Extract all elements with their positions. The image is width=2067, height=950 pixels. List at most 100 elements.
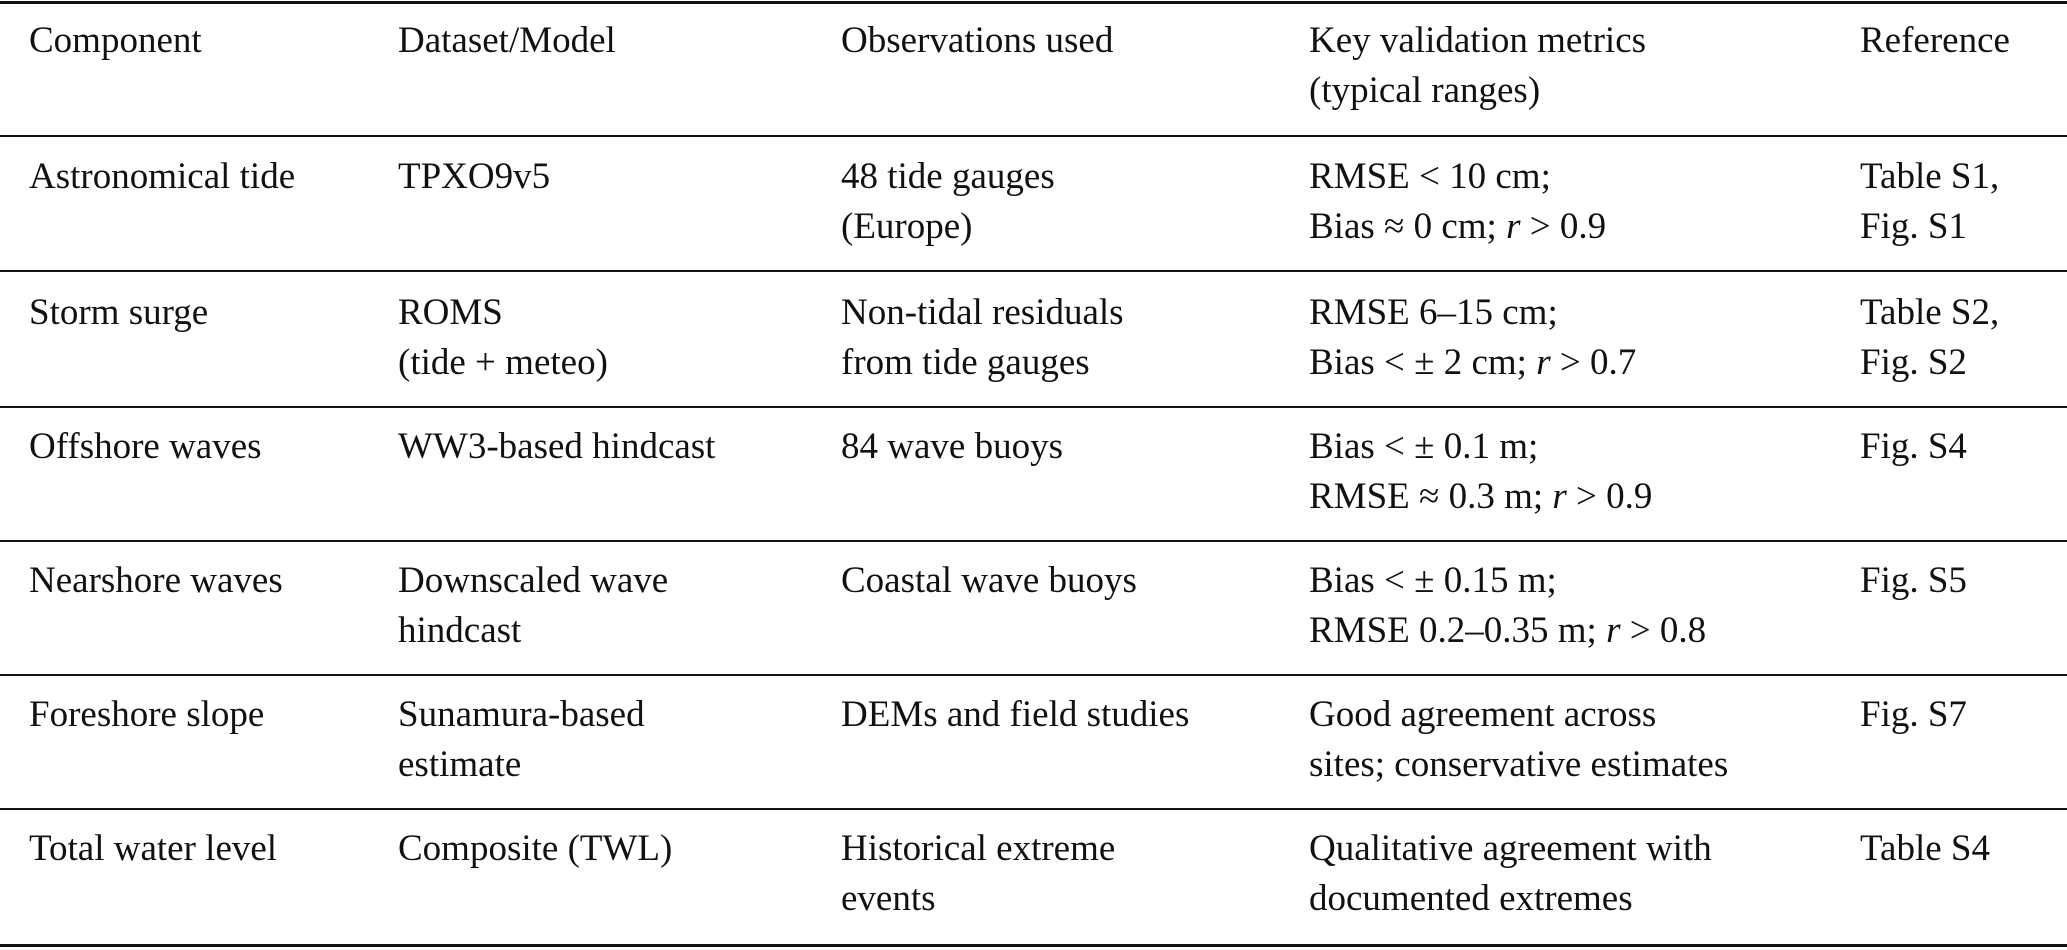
cell-line: documented extremes (1309, 878, 1633, 919)
cell-line: Fig. S7 (1860, 694, 1967, 735)
cell-line: RMSE ≈ 0.3 m; r > 0.9 (1309, 476, 1653, 517)
cell-line: Foreshore slope (29, 694, 265, 735)
header-rule (0, 135, 2067, 137)
table-row: Total water level Composite (TWL) Historic… (0, 808, 2067, 942)
cell-reference: Fig. S5 (1860, 556, 1967, 606)
cell-line: Storm surge (29, 292, 209, 333)
cell-line: Astronomical tide (29, 156, 296, 197)
cell-line: Good agreement across (1309, 694, 1657, 735)
cell-line: Offshore waves (29, 426, 262, 467)
header-dataset: Dataset/Model (398, 16, 616, 66)
bottom-rule (0, 944, 2067, 947)
header-observations: Observations used (841, 16, 1113, 66)
cell-line: Fig. S5 (1860, 560, 1967, 601)
cell-dataset: ROMS (tide + meteo) (398, 288, 608, 388)
table-row: Foreshore slope Sunamura-based estimate DEM… (0, 674, 2067, 808)
cell-line: Table S2, (1860, 292, 2000, 333)
cell-line: Historical extreme (841, 828, 1116, 869)
cell-line: (Europe) (841, 206, 973, 247)
cell-component: Astronomical tide (29, 152, 295, 202)
header-text: Reference (1860, 20, 2010, 61)
cell-dataset: Composite (TWL) (398, 824, 672, 874)
cell-metrics: RMSE < 10 cm; Bias ≈ 0 cm; r > 0.9 (1309, 152, 1606, 252)
top-rule (0, 1, 2067, 4)
cell-line: estimate (398, 744, 522, 785)
cell-line: events (841, 878, 936, 919)
cell-line: sites; conservative estimates (1309, 744, 1729, 785)
cell-line: Qualitative agreement with (1309, 828, 1712, 869)
cell-line: Fig. S4 (1860, 426, 1967, 467)
cell-line: TPXO9v5 (398, 156, 551, 197)
header-text: Dataset/Model (398, 20, 616, 61)
cell-line: ROMS (398, 292, 503, 333)
cell-dataset: Sunamura-based estimate (398, 690, 645, 790)
cell-observations: Non-tidal residuals from tide gauges (841, 288, 1124, 388)
header-component: Component (29, 16, 202, 66)
cell-reference: Table S4 (1860, 824, 1990, 874)
header-text: Observations used (841, 20, 1114, 61)
cell-metrics: Qualitative agreement with documented ext… (1309, 824, 1712, 924)
cell-observations: DEMs and field studies (841, 690, 1189, 740)
cell-reference: Fig. S4 (1860, 422, 1967, 472)
table-row: Storm surge ROMS (tide + meteo) Non-tidal r… (0, 272, 2067, 406)
cell-line: Bias < ± 0.1 m; (1309, 426, 1539, 467)
cell-reference: Table S2, Fig. S2 (1860, 288, 1999, 388)
header-row: Component Dataset/Model Observations use… (0, 0, 2067, 136)
cell-component: Foreshore slope (29, 690, 264, 740)
cell-component: Storm surge (29, 288, 208, 338)
cell-line: RMSE 0.2–0.35 m; r > 0.8 (1309, 610, 1707, 651)
cell-component: Nearshore waves (29, 556, 283, 606)
cell-line: Total water level (29, 828, 278, 869)
cell-line: (tide + meteo) (398, 342, 608, 383)
cell-line: RMSE < 10 cm; (1309, 156, 1551, 197)
cell-dataset: WW3-based hindcast (398, 422, 715, 472)
cell-metrics: Bias < ± 0.1 m; RMSE ≈ 0.3 m; r > 0.9 (1309, 422, 1652, 522)
cell-line: Composite (TWL) (398, 828, 673, 869)
cell-observations: Coastal wave buoys (841, 556, 1137, 606)
cell-line: Table S4 (1860, 828, 1990, 869)
cell-dataset: Downscaled wave hindcast (398, 556, 668, 656)
header-reference: Reference (1860, 16, 2010, 66)
cell-line: 84 wave buoys (841, 426, 1063, 467)
cell-metrics: Good agreement across sites; conservative… (1309, 690, 1728, 790)
cell-observations: 84 wave buoys (841, 422, 1063, 472)
table-row: Nearshore waves Downscaled wave hindcast Co… (0, 540, 2067, 674)
cell-component: Total water level (29, 824, 277, 874)
cell-metrics: Bias < ± 0.15 m; RMSE 0.2–0.35 m; r > 0.8 (1309, 556, 1706, 656)
cell-line: Table S1, (1860, 156, 2000, 197)
row-rule (0, 674, 2067, 676)
cell-observations: Historical extreme events (841, 824, 1115, 924)
cell-line: Nearshore waves (29, 560, 283, 601)
row-rule (0, 406, 2067, 408)
cell-line: Bias < ± 2 cm; r > 0.7 (1309, 342, 1637, 383)
table-row: Offshore waves WW3-based hindcast 84 wave … (0, 406, 2067, 540)
table-row: Astronomical tide TPXO9v5 48 tide gauges (E… (0, 136, 2067, 270)
row-rule (0, 540, 2067, 542)
header-text: (typical ranges) (1309, 70, 1541, 111)
cell-observations: 48 tide gauges (Europe) (841, 152, 1055, 252)
cell-line: hindcast (398, 610, 522, 651)
cell-line: Bias < ± 0.15 m; (1309, 560, 1557, 601)
cell-line: DEMs and field studies (841, 694, 1190, 735)
cell-line: from tide gauges (841, 342, 1090, 383)
cell-line: Fig. S2 (1860, 342, 1967, 383)
cell-line: Downscaled wave (398, 560, 669, 601)
cell-line: RMSE 6–15 cm; (1309, 292, 1558, 333)
cell-reference: Fig. S7 (1860, 690, 1967, 740)
cell-line: WW3-based hindcast (398, 426, 716, 467)
cell-metrics: RMSE 6–15 cm; Bias < ± 2 cm; r > 0.7 (1309, 288, 1636, 388)
header-metrics: Key validation metrics (typical ranges) (1309, 16, 1646, 116)
cell-line: Bias ≈ 0 cm; r > 0.9 (1309, 206, 1607, 247)
cell-line: Non-tidal residuals (841, 292, 1124, 333)
row-rule (0, 270, 2067, 272)
cell-line: Sunamura-based (398, 694, 645, 735)
cell-reference: Table S1, Fig. S1 (1860, 152, 1999, 252)
cell-dataset: TPXO9v5 (398, 152, 550, 202)
cell-component: Offshore waves (29, 422, 262, 472)
cell-line: Fig. S1 (1860, 206, 1967, 247)
header-text: Component (29, 20, 202, 61)
row-rule (0, 808, 2067, 810)
cell-line: 48 tide gauges (841, 156, 1055, 197)
header-text: Key validation metrics (1309, 20, 1647, 61)
cell-line: Coastal wave buoys (841, 560, 1137, 601)
